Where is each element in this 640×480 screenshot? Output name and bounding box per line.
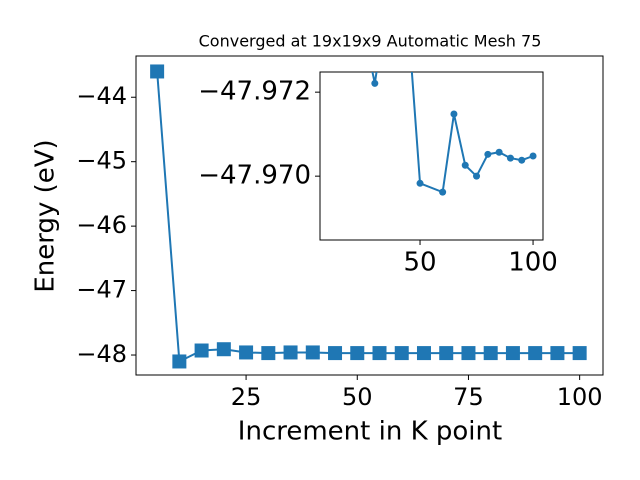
marker bbox=[439, 188, 447, 196]
marker bbox=[473, 172, 481, 180]
marker bbox=[484, 150, 492, 158]
marker bbox=[283, 345, 298, 360]
marker bbox=[529, 152, 537, 160]
x-tick-label: 75 bbox=[453, 383, 484, 411]
marker bbox=[371, 79, 379, 87]
y-tick-label: −44 bbox=[76, 82, 127, 110]
marker bbox=[550, 346, 565, 361]
marker bbox=[572, 346, 587, 361]
y-tick-label: −47.970 bbox=[198, 161, 311, 191]
marker bbox=[416, 346, 431, 361]
marker bbox=[172, 354, 187, 369]
marker bbox=[350, 346, 365, 361]
marker bbox=[216, 342, 231, 357]
y-tick-label: −48 bbox=[76, 340, 127, 368]
x-axis-label: Increment in K point bbox=[238, 417, 502, 447]
chart-title: Converged at 19x19x9 Automatic Mesh 75 bbox=[199, 32, 542, 51]
marker bbox=[461, 161, 469, 169]
marker bbox=[528, 346, 543, 361]
x-tick-label: 50 bbox=[342, 383, 373, 411]
y-tick-label: −47 bbox=[76, 276, 127, 304]
marker bbox=[261, 346, 276, 361]
marker bbox=[495, 148, 503, 156]
marker bbox=[150, 64, 165, 79]
y-tick-label: −47.972 bbox=[198, 77, 311, 107]
marker bbox=[450, 110, 458, 118]
x-tick-label: 50 bbox=[403, 248, 436, 278]
marker bbox=[518, 156, 526, 164]
y-tick-label: −46 bbox=[76, 211, 127, 239]
marker bbox=[328, 346, 343, 361]
marker bbox=[305, 345, 320, 360]
marker bbox=[506, 154, 514, 162]
marker bbox=[483, 346, 498, 361]
marker bbox=[505, 346, 520, 361]
x-tick-label: 100 bbox=[508, 248, 558, 278]
marker bbox=[383, 5, 390, 12]
marker bbox=[239, 345, 254, 360]
y-tick-label: −45 bbox=[76, 147, 127, 175]
marker bbox=[439, 346, 454, 361]
y-axis-label: Energy (eV) bbox=[31, 139, 61, 292]
marker bbox=[394, 5, 401, 12]
x-tick-label: 100 bbox=[557, 383, 603, 411]
marker bbox=[372, 346, 387, 361]
marker bbox=[194, 343, 209, 358]
x-tick-label: 25 bbox=[231, 383, 262, 411]
marker bbox=[416, 179, 424, 187]
marker bbox=[461, 346, 476, 361]
marker bbox=[394, 346, 409, 361]
